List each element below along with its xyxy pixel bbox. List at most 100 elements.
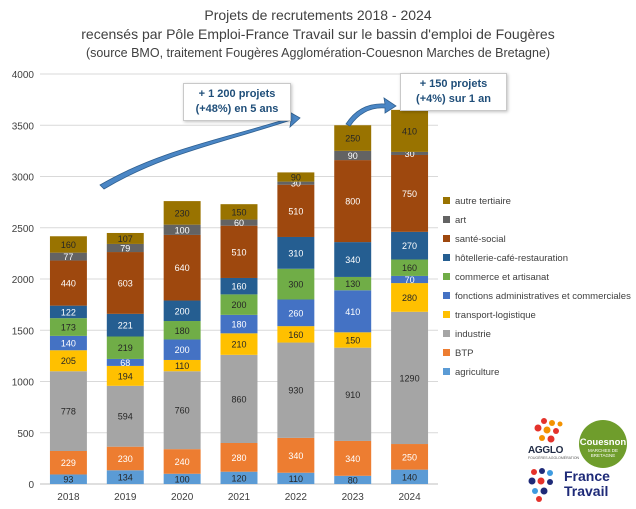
bar-segment xyxy=(391,231,429,260)
data-label: 140 xyxy=(61,339,76,349)
bar-segment xyxy=(163,473,201,484)
data-label: 70 xyxy=(405,275,415,285)
data-label: 760 xyxy=(175,406,190,416)
bar-segment xyxy=(49,305,87,319)
legend-entry: fonctions administratives et commerciale… xyxy=(455,291,631,302)
x-axis: 2018 2019 2020 2021 2022 2023 2024 xyxy=(57,492,421,503)
legend-entry: autre tertiaire xyxy=(455,196,511,207)
data-label: 77 xyxy=(63,252,73,262)
bar-segment xyxy=(220,471,258,484)
bar-segment xyxy=(220,204,258,220)
data-label: 160 xyxy=(231,282,246,292)
chart-title-block: Projets de recrutements 2018 - 2024 rece… xyxy=(0,6,636,63)
bar-segment xyxy=(334,160,372,243)
data-label: 240 xyxy=(175,457,190,467)
data-label: 205 xyxy=(61,356,76,366)
data-label: 210 xyxy=(231,340,246,350)
y-tick-label: 2000 xyxy=(12,275,35,286)
data-label: 510 xyxy=(231,247,246,257)
bar-segment xyxy=(163,339,201,360)
bar-segment xyxy=(277,326,315,343)
callout-arrows xyxy=(99,97,397,190)
bar-segment xyxy=(334,276,372,291)
data-label: 410 xyxy=(402,126,417,136)
bar-segment xyxy=(277,342,315,438)
data-label: 260 xyxy=(288,308,303,318)
data-label: 300 xyxy=(288,280,303,290)
bar-segment xyxy=(49,371,87,451)
bar-segment xyxy=(49,236,87,253)
bar-segment xyxy=(220,219,258,226)
data-label: 200 xyxy=(175,306,190,316)
data-label: 130 xyxy=(345,279,360,289)
legend-swatch xyxy=(443,330,450,337)
x-tick-label: 2020 xyxy=(171,492,194,503)
data-label: 229 xyxy=(61,458,76,468)
bar-segment xyxy=(391,311,429,445)
data-label: 603 xyxy=(118,278,133,288)
bar-segment xyxy=(106,358,144,366)
data-label: 750 xyxy=(402,189,417,199)
data-label: 134 xyxy=(118,473,133,483)
legend-entry: santé-social xyxy=(455,234,506,245)
callout-one-year-line1: + 150 projets xyxy=(419,78,488,90)
y-tick-label: 1500 xyxy=(12,326,35,337)
bar-segment xyxy=(391,109,429,152)
bar-segment xyxy=(334,125,372,151)
data-label: 160 xyxy=(288,330,303,340)
x-tick-label: 2023 xyxy=(342,492,365,503)
bar-segment xyxy=(334,332,372,348)
bar-segment xyxy=(106,243,144,253)
bar-segment xyxy=(106,365,144,386)
data-label: 910 xyxy=(345,390,360,400)
data-label: 194 xyxy=(118,371,133,381)
bar-segment xyxy=(106,385,144,447)
y-tick-label: 0 xyxy=(28,480,34,491)
data-label: 221 xyxy=(118,321,133,331)
data-label: 230 xyxy=(118,454,133,464)
bar-segment xyxy=(220,333,258,355)
data-label: 120 xyxy=(231,473,246,483)
y-tick-label: 2500 xyxy=(12,224,35,235)
france-travail-logo-text: France Travail xyxy=(564,469,610,499)
bar-segment xyxy=(106,336,144,359)
data-label: 110 xyxy=(289,474,303,484)
bar-segment xyxy=(391,275,429,284)
bar-segment xyxy=(163,371,201,450)
bar-segment xyxy=(334,475,372,484)
legend-swatch xyxy=(443,216,450,223)
couesnon-logo: Couesnon MARCHES DE BRETAGNE xyxy=(579,420,627,468)
chart-subtitle: recensés par Pôle Emploi-France Travail … xyxy=(81,26,555,42)
data-label: 200 xyxy=(231,300,246,310)
x-tick-label: 2021 xyxy=(228,492,251,503)
data-label: 107 xyxy=(118,234,133,244)
data-label: 250 xyxy=(345,134,360,144)
france-travail-logo-line2: Travail xyxy=(564,483,609,499)
data-label: 1290 xyxy=(400,373,420,383)
bar-segment xyxy=(391,469,429,484)
data-label: 68 xyxy=(120,358,130,368)
data-label: 280 xyxy=(402,293,417,303)
bar-segment xyxy=(106,470,144,484)
bar-segment xyxy=(163,300,201,322)
data-label: 60 xyxy=(234,218,244,228)
data-label: 180 xyxy=(231,320,246,330)
bar-segment xyxy=(49,335,87,351)
data-label: 180 xyxy=(175,326,190,336)
data-label: 30 xyxy=(405,149,415,159)
x-tick-label: 2018 xyxy=(57,492,80,503)
legend-swatch xyxy=(443,197,450,204)
y-axis: 0 500 1000 1500 2000 2500 3000 3500 4000 xyxy=(12,70,35,491)
bar-segment xyxy=(391,259,429,276)
legend-swatch xyxy=(443,273,450,280)
data-label: 173 xyxy=(61,323,76,333)
data-label: 340 xyxy=(345,255,360,265)
x-tick-label: 2019 xyxy=(114,492,137,503)
y-tick-label: 3000 xyxy=(12,173,35,184)
arrow-one-year xyxy=(345,97,397,127)
data-label: 410 xyxy=(345,307,360,317)
chart-source: (source BMO, traitement Fougères Agglomé… xyxy=(85,46,551,60)
legend-entry: commerce et artisanat xyxy=(455,272,549,283)
data-label: 200 xyxy=(175,345,190,355)
